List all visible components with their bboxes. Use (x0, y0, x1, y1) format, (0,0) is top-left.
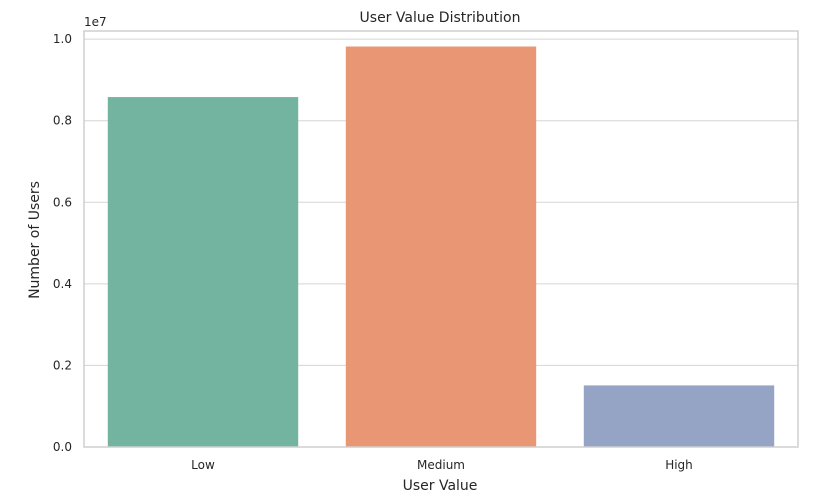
bar-medium (345, 46, 537, 447)
y-tick-label: 0.8 (53, 114, 72, 128)
y-tick-label: 0.0 (53, 440, 72, 454)
y-tick-label: 0.4 (53, 277, 72, 291)
x-tick-label: High (665, 458, 693, 472)
y-axis-label: Number of Users (27, 181, 43, 299)
x-tick-label: Low (191, 458, 215, 472)
y-tick-label: 0.6 (53, 195, 72, 209)
bar-high (583, 385, 775, 447)
chart-title: User Value Distribution (360, 10, 521, 26)
bar-low (107, 97, 299, 447)
y-axis-ticks: 0.0 0.2 0.4 0.6 0.8 1.0 (53, 32, 72, 454)
y-tick-label: 0.2 (53, 358, 72, 372)
y-tick-label: 1.0 (53, 32, 72, 46)
plot-frame (83, 30, 799, 448)
x-tick-label: Medium (417, 458, 465, 472)
x-axis-ticks: Low Medium High (191, 458, 693, 472)
x-axis-label: User Value (403, 478, 478, 494)
bars (107, 46, 775, 447)
y-axis-offset-label: 1e7 (84, 15, 107, 29)
